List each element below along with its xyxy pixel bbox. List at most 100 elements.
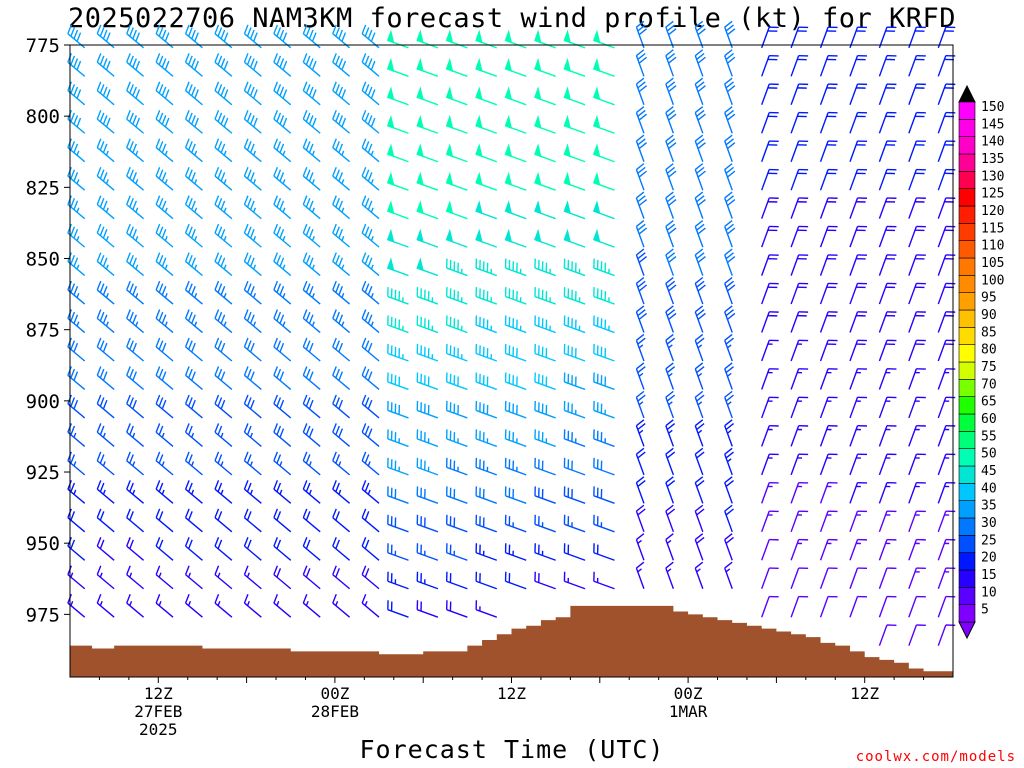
barb-full	[158, 55, 164, 66]
wind-barb	[386, 86, 409, 106]
barb-half	[370, 321, 374, 327]
barb-half	[105, 207, 109, 213]
x-tick-label: 1MAR	[669, 702, 708, 721]
barb-full	[332, 451, 337, 461]
barb-full	[335, 568, 340, 578]
wind-barb	[302, 252, 321, 277]
wind-barb	[126, 138, 145, 163]
wind-barb	[665, 561, 675, 589]
barb-full	[332, 138, 337, 148]
barb-full	[158, 397, 164, 407]
barb-full	[364, 198, 370, 208]
barb-full	[364, 568, 370, 578]
wind-barb	[563, 171, 586, 191]
barb-full	[214, 195, 220, 205]
wind-barb	[878, 26, 897, 49]
barb-full	[99, 84, 105, 94]
wind-barb	[694, 106, 706, 134]
barb-full	[220, 58, 226, 68]
wind-barb	[665, 49, 677, 77]
wind-barb	[184, 110, 203, 134]
barb-full	[637, 366, 646, 374]
wind-barb	[273, 508, 292, 533]
barb-full	[155, 593, 161, 604]
barb-shaft	[790, 567, 800, 589]
wind-barb	[243, 81, 262, 106]
barb-full	[273, 480, 279, 490]
wind-barb	[386, 143, 409, 163]
barb-full	[273, 337, 279, 348]
barb-full	[694, 447, 704, 455]
wind-barb	[155, 451, 174, 476]
credit-link[interactable]: coolwx.com/models	[856, 749, 1016, 765]
barb-half	[282, 150, 286, 156]
barb-full	[70, 340, 76, 350]
barb-full	[338, 29, 344, 40]
wind-barb	[445, 200, 468, 220]
barb-full	[184, 195, 190, 205]
barb-full	[666, 109, 676, 117]
wind-barb	[694, 191, 706, 219]
barb-half	[341, 150, 345, 156]
barb-full	[361, 223, 367, 234]
wind-barb	[302, 280, 321, 305]
wind-barb	[563, 29, 586, 49]
wind-barb	[635, 533, 645, 561]
barb-full	[132, 200, 137, 210]
barb-pennant	[386, 29, 395, 44]
barb-full	[126, 593, 131, 604]
wind-barb	[635, 248, 648, 276]
barb-full	[665, 561, 674, 569]
colorbar-swatch	[958, 205, 976, 224]
wind-barb	[302, 423, 321, 447]
barb-full	[302, 24, 308, 34]
barb-full	[102, 399, 108, 410]
barb-full	[243, 138, 249, 148]
wind-barb	[504, 315, 527, 334]
barb-full	[637, 166, 646, 174]
barb-half	[666, 539, 672, 544]
barb-full	[338, 399, 344, 410]
barb-full	[249, 172, 255, 182]
barb-full	[361, 337, 367, 348]
barb-full	[214, 252, 220, 262]
barb-full	[70, 368, 76, 379]
barb-full	[637, 280, 646, 288]
barb-full	[637, 508, 646, 516]
wind-barb	[878, 140, 897, 162]
barb-full	[161, 143, 167, 153]
barb-full	[276, 198, 282, 208]
barb-full	[302, 565, 308, 575]
barb-full	[367, 314, 373, 324]
wind-barb	[184, 508, 203, 533]
barb-full	[302, 451, 308, 461]
barb-full	[243, 81, 249, 91]
barb-pennant	[534, 86, 542, 101]
wind-barb	[724, 447, 734, 476]
barb-pennant	[445, 86, 454, 101]
wind-barb	[761, 510, 779, 533]
barb-pennant	[534, 29, 542, 44]
barb-half	[223, 236, 227, 241]
wind-barb	[475, 86, 498, 106]
wind-barb	[563, 315, 586, 334]
wind-barb	[475, 114, 498, 134]
colorbar-swatch	[958, 500, 976, 519]
wind-barb	[563, 372, 586, 391]
barb-half	[194, 179, 198, 185]
wind-barb	[96, 24, 115, 49]
wind-barb	[214, 166, 233, 191]
wind-barb	[184, 138, 203, 163]
barb-half	[282, 236, 286, 241]
barb-full	[273, 223, 279, 234]
wind-barb	[819, 425, 838, 447]
barb-full	[364, 539, 370, 549]
wind-barb	[790, 54, 809, 77]
barb-full	[724, 134, 733, 142]
barb-full	[665, 476, 674, 484]
barb-full	[246, 112, 252, 122]
wind-barb	[534, 143, 556, 163]
wind-barb	[849, 254, 868, 276]
barb-full	[666, 223, 676, 231]
barb-full	[132, 172, 137, 182]
